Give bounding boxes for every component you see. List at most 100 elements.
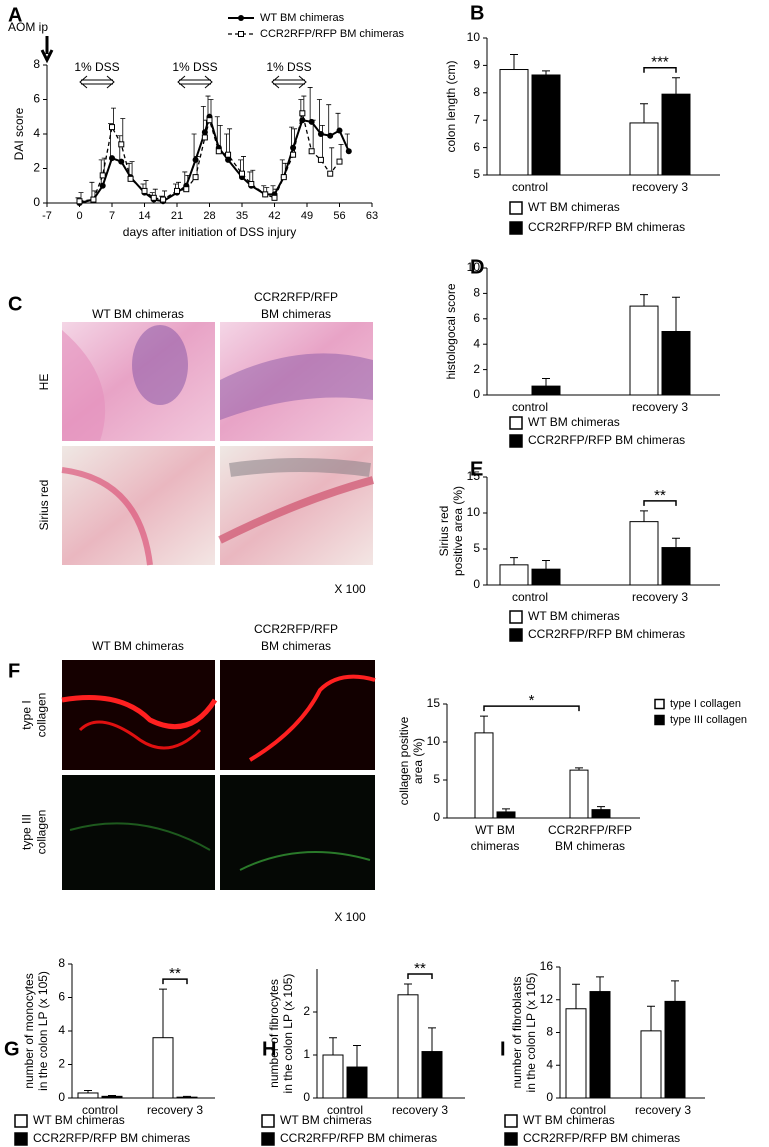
bar — [531, 385, 561, 396]
error-bar — [404, 983, 412, 995]
error-bar — [111, 107, 116, 128]
y-axis-label: area (%) — [411, 738, 425, 784]
x-tick-label: control — [570, 1103, 606, 1117]
y-tick-label: 5 — [433, 772, 440, 786]
error-bar — [542, 70, 550, 75]
column-header: CCR2RFP/RFP — [254, 290, 338, 304]
legend-label: WT BM chimeras — [33, 1113, 125, 1127]
y-tick-label: 8 — [546, 1025, 553, 1039]
bar — [77, 1092, 99, 1099]
x-tick-label: BM chimeras — [555, 839, 625, 853]
error-bar — [480, 715, 488, 733]
x-tick-label: 21 — [171, 210, 183, 222]
marker — [290, 151, 297, 158]
y-tick-label: 0 — [473, 387, 480, 401]
error-bar — [205, 95, 211, 117]
error-bar — [428, 1027, 436, 1052]
error-bar — [672, 537, 680, 548]
bar — [591, 809, 611, 819]
tissue — [220, 353, 373, 420]
error-bar — [672, 77, 680, 95]
bar — [496, 811, 516, 819]
panel-letter: G — [4, 1038, 20, 1060]
x-tick-label: WT BM — [475, 823, 515, 837]
marker — [141, 187, 148, 194]
micrograph-panel-c — [61, 322, 375, 566]
significance-bracket — [643, 500, 677, 506]
double-arrow — [271, 75, 307, 89]
x-tick-label: recovery 3 — [632, 180, 688, 194]
y-tick-label: 15 — [467, 469, 481, 483]
marker — [225, 151, 232, 158]
marker — [183, 186, 190, 193]
error-bar — [307, 87, 313, 122]
error-bar — [316, 99, 322, 134]
bar — [661, 331, 691, 396]
row-label: HE — [37, 374, 51, 391]
row-label: Sirius red — [37, 480, 51, 531]
significance-bracket — [483, 705, 580, 712]
bar — [664, 1000, 686, 1099]
bar — [531, 74, 561, 176]
y-axis-label-group: collagen positive area (%) — [397, 716, 425, 805]
legend-label: type I collagen — [670, 698, 741, 710]
error-bar — [647, 1005, 655, 1031]
marker — [308, 148, 315, 155]
x-tick-label-group: control — [82, 1103, 118, 1117]
significance: ** — [169, 965, 181, 982]
y-tick-label: 10 — [427, 734, 441, 748]
bar — [629, 521, 659, 586]
marker — [336, 127, 343, 134]
error-bar — [329, 147, 335, 174]
y-tick-label: 2 — [33, 161, 40, 175]
y-tick-label: 6 — [473, 311, 480, 325]
error-bar — [510, 53, 518, 70]
y-axis-label-group: number of monocytes in the colon LP (x 10… — [22, 971, 50, 1091]
magnification: X 100 — [334, 910, 366, 924]
y-axis-label: positive area (%) — [451, 486, 465, 576]
legend-swatch — [509, 221, 523, 235]
legend-swatch — [654, 698, 665, 710]
y-axis-label: collagen positive — [397, 716, 411, 805]
marker — [127, 175, 134, 182]
legend-swatch — [509, 201, 523, 215]
marker — [109, 155, 115, 162]
error-bar — [344, 133, 350, 152]
legend-label: CCR2RFP/RFP BM chimeras — [523, 1131, 680, 1145]
error-bar — [575, 767, 583, 771]
x-tick-label-group: control — [512, 180, 548, 194]
y-tick-label: 8 — [473, 85, 480, 99]
y-tick-label: 12 — [540, 992, 554, 1006]
marker — [76, 198, 83, 205]
legend-swatch — [509, 610, 523, 624]
x-tick-label: 63 — [366, 210, 378, 222]
double-arrow — [79, 75, 115, 89]
legend-swatch — [504, 1132, 518, 1146]
row-label-group: type III collagen — [20, 810, 49, 855]
x-tick-label: recovery 3 — [635, 1103, 691, 1117]
image-sr-wt — [62, 446, 215, 565]
y-axis-label-group: number of fibrocytes in the colon LP (x 1… — [267, 974, 295, 1094]
error-bar — [117, 135, 123, 162]
x-tick-label: -7 — [42, 210, 52, 222]
error-bar — [217, 124, 223, 152]
y-tick-label: 4 — [473, 336, 480, 350]
y-tick-label: 0 — [33, 195, 40, 209]
annotation: 1% DSS — [266, 60, 311, 74]
error-bar — [640, 510, 648, 522]
error-bar — [329, 1037, 337, 1055]
bar — [176, 1096, 198, 1099]
marker — [150, 194, 157, 201]
marker — [239, 170, 245, 177]
x-tick-label: 7 — [109, 210, 115, 222]
legend-label: WT BM chimeras — [523, 1113, 615, 1127]
y-axis-label-group: number of fibroblasts in the colon LP (x … — [510, 973, 538, 1093]
error-bar — [227, 128, 233, 155]
y-tick-label: 10 — [467, 505, 481, 519]
y-tick-label: 2 — [303, 1004, 310, 1018]
error-bar — [208, 99, 214, 121]
marker — [299, 110, 306, 117]
image-col3-wt — [62, 775, 215, 890]
